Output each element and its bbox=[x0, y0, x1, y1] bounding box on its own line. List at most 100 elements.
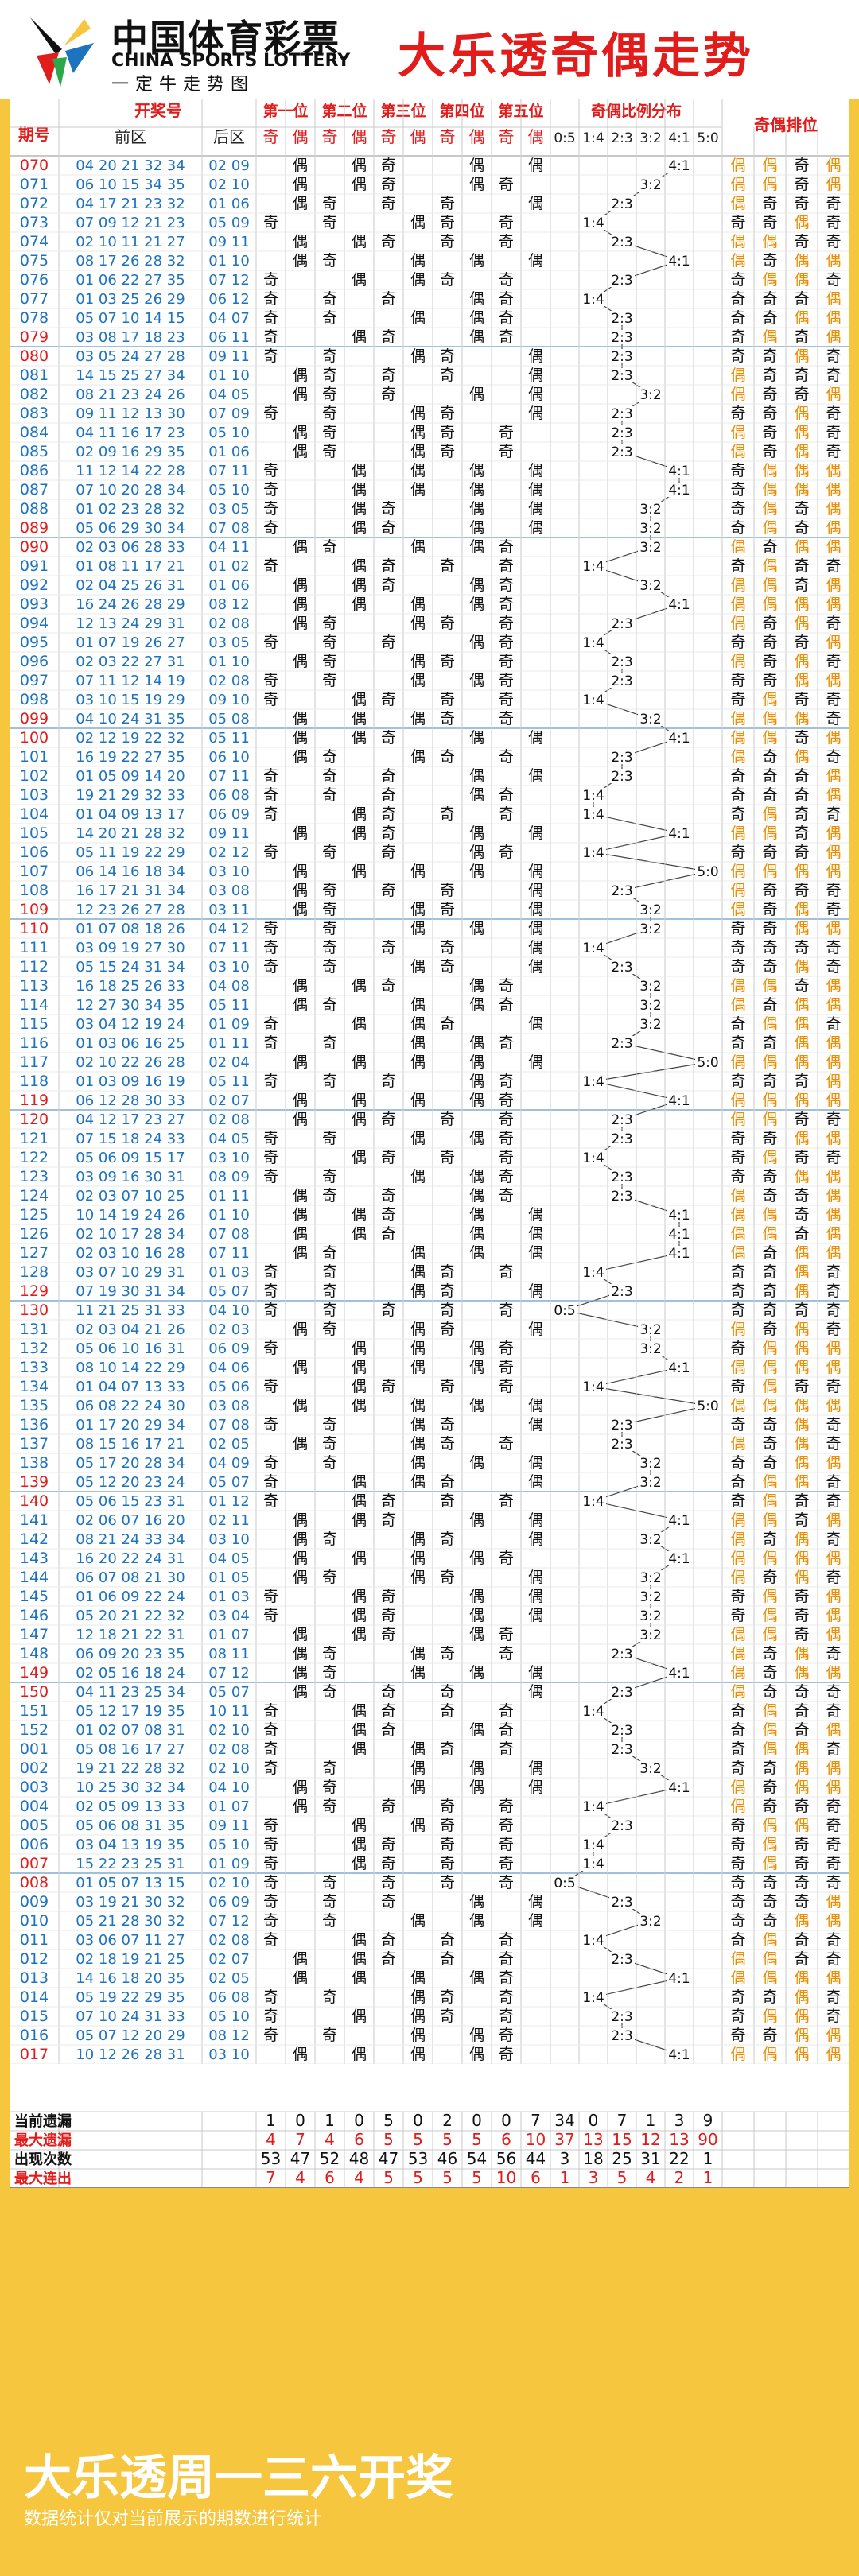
table-row: 013 14 16 18 20 35 02 05 偶偶偶偶奇偶偶偶偶 bbox=[20, 1969, 842, 1987]
order-odd: 奇 bbox=[730, 1454, 745, 1472]
header-parity: 奇 bbox=[322, 127, 338, 146]
back-numbers: 01 11 bbox=[208, 1035, 250, 1052]
even-mark: 偶 bbox=[410, 1988, 426, 2006]
stat-value: 7 bbox=[266, 2168, 276, 2187]
front-numbers: 04 10 24 31 35 bbox=[76, 711, 185, 727]
order-even: 偶 bbox=[794, 481, 809, 499]
order-even: 偶 bbox=[826, 786, 841, 804]
stat-value: 37 bbox=[554, 2130, 574, 2149]
odd-mark: 奇 bbox=[440, 233, 455, 250]
stat-value: 0 bbox=[413, 2111, 423, 2130]
front-numbers: 02 10 17 28 34 bbox=[76, 1226, 185, 1243]
issue-number: 141 bbox=[20, 1511, 49, 1529]
odd-mark: 奇 bbox=[381, 977, 396, 995]
issue-number: 086 bbox=[20, 462, 49, 479]
front-numbers: 05 12 20 23 24 bbox=[76, 1474, 185, 1491]
order-odd: 奇 bbox=[794, 1111, 809, 1128]
order-odd: 奇 bbox=[762, 748, 777, 766]
even-mark: 偶 bbox=[293, 1244, 308, 1262]
issue-number: 144 bbox=[20, 1569, 49, 1586]
stat-value: 7 bbox=[531, 2111, 541, 2130]
ratio-bg bbox=[609, 1284, 635, 1298]
order-odd: 奇 bbox=[762, 939, 777, 956]
stat-value: 7 bbox=[295, 2130, 305, 2149]
odd-mark: 奇 bbox=[322, 309, 337, 327]
even-mark: 偶 bbox=[410, 1053, 426, 1071]
order-odd: 奇 bbox=[794, 1225, 809, 1243]
front-numbers: 05 17 20 28 34 bbox=[76, 1455, 185, 1472]
even-mark: 偶 bbox=[528, 252, 543, 270]
order-odd: 奇 bbox=[730, 2027, 745, 2044]
order-odd: 奇 bbox=[794, 1950, 809, 1968]
odd-mark: 奇 bbox=[263, 1340, 278, 1357]
stat-value: 90 bbox=[698, 2130, 717, 2149]
even-mark: 偶 bbox=[528, 1053, 543, 1071]
back-numbers: 02 04 bbox=[208, 1054, 250, 1071]
even-mark: 偶 bbox=[410, 538, 426, 556]
ratio-bg bbox=[638, 1570, 663, 1585]
table-row: 095 01 07 19 26 27 03 05 奇奇奇偶奇奇奇奇偶 bbox=[20, 634, 842, 651]
even-mark: 偶 bbox=[469, 309, 484, 327]
stat-value: 2 bbox=[442, 2111, 453, 2130]
header-parity: 偶 bbox=[410, 127, 426, 146]
table-row: 082 08 21 23 24 26 04 05 偶奇奇偶偶偶奇奇偶 bbox=[20, 386, 842, 403]
front-numbers: 01 05 07 13 15 bbox=[76, 1875, 185, 1891]
ratio-mark: 4:1 bbox=[668, 2047, 690, 2063]
header-ratio-label: 3:2 bbox=[639, 130, 661, 146]
even-mark: 偶 bbox=[293, 1225, 308, 1243]
ratio-mark: 1:4 bbox=[582, 292, 604, 308]
stat-value: 9 bbox=[703, 2111, 713, 2130]
even-mark: 偶 bbox=[352, 157, 367, 174]
front-numbers: 01 06 22 27 35 bbox=[76, 272, 185, 289]
order-odd: 奇 bbox=[826, 557, 841, 575]
odd-mark: 奇 bbox=[499, 1645, 514, 1662]
order-even: 偶 bbox=[762, 271, 777, 289]
order-odd: 奇 bbox=[826, 1416, 841, 1433]
odd-mark: 奇 bbox=[263, 271, 278, 289]
odd-mark: 奇 bbox=[381, 328, 396, 346]
back-numbers: 04 10 bbox=[208, 1302, 250, 1319]
even-mark: 偶 bbox=[528, 1225, 543, 1243]
order-even: 偶 bbox=[826, 309, 841, 327]
odd-mark: 奇 bbox=[381, 1931, 396, 1949]
even-mark: 偶 bbox=[352, 977, 367, 995]
odd-mark: 奇 bbox=[263, 1492, 278, 1510]
ratio-bg bbox=[581, 1150, 606, 1165]
odd-mark: 奇 bbox=[381, 1607, 396, 1624]
ratio-bg bbox=[638, 1475, 663, 1489]
back-numbers: 01 10 bbox=[208, 253, 250, 270]
even-mark: 偶 bbox=[293, 1053, 308, 1071]
even-mark: 偶 bbox=[469, 824, 484, 842]
order-even: 偶 bbox=[794, 1550, 809, 1567]
odd-mark: 奇 bbox=[499, 2046, 514, 2063]
even-mark: 偶 bbox=[410, 2027, 426, 2044]
table-row: 135 06 08 22 24 30 03 08 偶偶偶偶偶偶偶偶偶 bbox=[20, 1397, 842, 1414]
table-row: 081 14 15 25 27 34 01 10 偶奇奇奇偶偶奇奇奇 bbox=[20, 367, 842, 384]
order-even: 偶 bbox=[826, 1053, 841, 1071]
order-even: 偶 bbox=[826, 672, 841, 689]
order-odd: 奇 bbox=[826, 1740, 841, 1758]
order-odd: 奇 bbox=[762, 1759, 777, 1777]
ratio-mark: 2:3 bbox=[611, 235, 632, 250]
odd-mark: 奇 bbox=[263, 1263, 278, 1281]
odd-mark: 奇 bbox=[440, 424, 455, 441]
order-odd: 奇 bbox=[730, 1282, 745, 1300]
table-row: 144 06 07 08 21 30 01 05 偶奇偶奇偶偶奇偶奇 bbox=[20, 1569, 842, 1586]
table-row: 003 10 25 30 32 34 04 10 偶奇偶偶偶偶奇偶偶 bbox=[20, 1779, 842, 1796]
even-mark: 偶 bbox=[293, 1530, 308, 1548]
order-even: 偶 bbox=[730, 901, 745, 918]
ratio-mark: 2:3 bbox=[611, 1418, 632, 1433]
odd-mark: 奇 bbox=[499, 596, 514, 613]
order-odd: 奇 bbox=[762, 1454, 777, 1472]
order-odd: 奇 bbox=[730, 271, 745, 289]
order-odd: 奇 bbox=[730, 844, 745, 861]
stat-value: 0 bbox=[472, 2111, 482, 2130]
order-odd: 奇 bbox=[826, 882, 841, 899]
odd-mark: 奇 bbox=[440, 1149, 455, 1166]
issue-number: 076 bbox=[20, 271, 49, 289]
ratio-mark: 5:0 bbox=[697, 1055, 718, 1071]
ratio-bg bbox=[638, 902, 663, 917]
order-even: 偶 bbox=[762, 481, 777, 499]
front-numbers: 05 12 17 19 35 bbox=[76, 1703, 185, 1720]
issue-number: 111 bbox=[20, 939, 49, 956]
